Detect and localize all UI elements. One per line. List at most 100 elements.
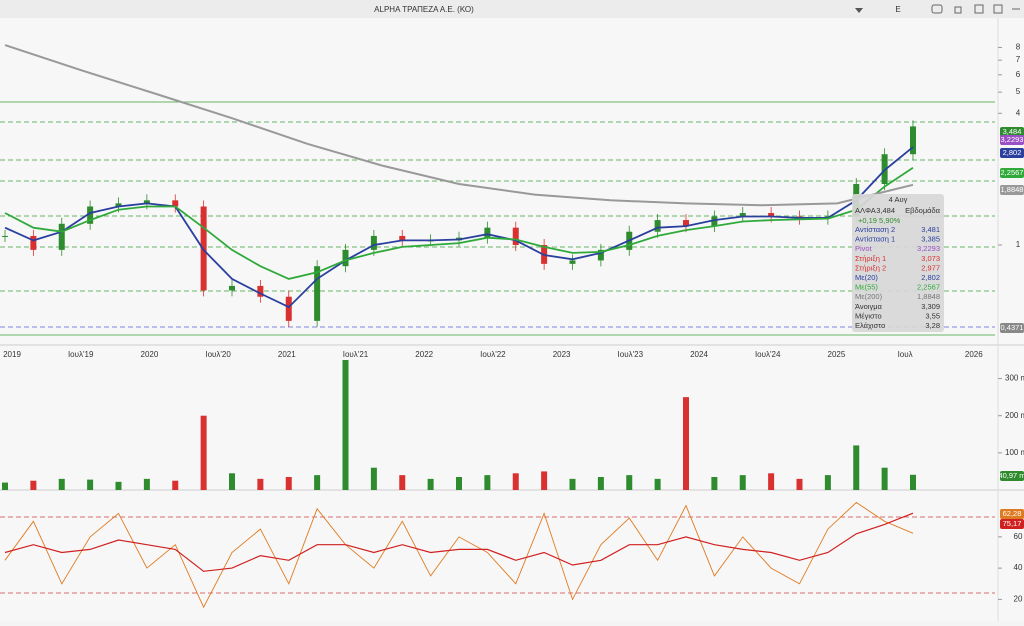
volume-bar bbox=[484, 475, 491, 490]
volume-bar bbox=[796, 478, 803, 490]
y-tick-label: 300 m bbox=[1005, 374, 1024, 383]
price-tag bbox=[1000, 323, 1024, 333]
info-row-label: Με(20) bbox=[855, 273, 878, 282]
price-tag-label: 1,8848 bbox=[1001, 185, 1024, 194]
x-tick-label: Ιουλ'22 bbox=[480, 350, 506, 359]
candle bbox=[512, 227, 519, 245]
info-row-value: 2,802 bbox=[921, 273, 940, 282]
volume-bar bbox=[768, 473, 775, 490]
volume-bar bbox=[881, 467, 888, 490]
candle bbox=[229, 285, 235, 291]
info-row-label: Αντίσταση 2 bbox=[855, 225, 895, 234]
price-tag-label: 0,4371 bbox=[1001, 323, 1024, 332]
info-row-label: Στήριξη 1 bbox=[855, 254, 886, 263]
x-tick-label: 2026 bbox=[965, 350, 983, 359]
share-icon[interactable] bbox=[974, 4, 984, 14]
x-tick-label: Ιουλ'21 bbox=[343, 350, 369, 359]
info-change: +0,19 5,90% bbox=[858, 216, 901, 225]
y-tick-label: 1 bbox=[1016, 240, 1021, 249]
info-row-value: 3,385 bbox=[921, 235, 940, 244]
volume-bar bbox=[257, 478, 264, 490]
candle bbox=[399, 235, 406, 241]
y-tick-label: 200 m bbox=[1005, 411, 1024, 420]
x-tick-label: 2019 bbox=[3, 350, 21, 359]
candle bbox=[484, 227, 491, 238]
window-title: ALPHA ΤΡΑΠΕΖΑ Α.Ε. (ΚΟ) bbox=[374, 5, 474, 14]
osc-line bbox=[4, 512, 914, 572]
info-row-label: Στήριξη 2 bbox=[855, 263, 886, 272]
title-bar bbox=[0, 0, 1024, 18]
y-tick-label: 20 bbox=[1014, 594, 1023, 603]
volume-bar bbox=[456, 477, 462, 490]
ma-line bbox=[4, 146, 914, 309]
candle bbox=[115, 203, 122, 207]
volume-bar bbox=[683, 397, 689, 490]
candle bbox=[910, 126, 916, 155]
info-price: 3,484 bbox=[876, 206, 895, 215]
volume-bar bbox=[87, 479, 94, 490]
info-row-label: Ελάχιστο bbox=[855, 321, 885, 330]
price-tag bbox=[1000, 168, 1024, 178]
info-row-value: 3,55 bbox=[925, 311, 940, 320]
price-tag-label: 3,2293 bbox=[1001, 135, 1024, 144]
x-tick-label: 2023 bbox=[553, 350, 571, 359]
restore-icon[interactable] bbox=[993, 4, 1003, 14]
info-row-value: 3,309 bbox=[921, 302, 940, 311]
dropdown-icon[interactable] bbox=[855, 8, 863, 13]
info-row-value: 1,8848 bbox=[917, 292, 940, 301]
candle bbox=[683, 220, 689, 227]
candle bbox=[2, 235, 8, 237]
candle bbox=[87, 206, 94, 224]
osc-tag-label: 62,28 bbox=[1003, 509, 1022, 518]
volume-bar bbox=[399, 475, 406, 490]
volume-bar bbox=[58, 478, 65, 490]
candle bbox=[143, 200, 150, 204]
candle bbox=[597, 249, 604, 261]
x-tick-label: 2021 bbox=[278, 350, 296, 359]
volume-tag-label: 40,97 m bbox=[998, 471, 1024, 480]
info-row-value: 3,28 bbox=[925, 321, 940, 330]
volume-bar bbox=[711, 477, 718, 490]
view-icon[interactable] bbox=[931, 4, 943, 14]
volume-bar bbox=[654, 478, 661, 490]
x-tick-label: 2024 bbox=[690, 350, 708, 359]
y-tick-label: 8 bbox=[1016, 43, 1021, 52]
candle bbox=[314, 266, 321, 321]
info-row-label: Pivot bbox=[855, 244, 873, 253]
volume-bar bbox=[910, 474, 916, 490]
volume-bar bbox=[2, 482, 8, 490]
candle bbox=[711, 216, 718, 227]
candle bbox=[30, 235, 37, 250]
x-tick-label: Ιουλ'20 bbox=[205, 350, 231, 359]
y-tick-label: 6 bbox=[1016, 70, 1021, 79]
volume-bar bbox=[143, 478, 150, 490]
info-row-label: Άνοιγμα bbox=[855, 302, 883, 311]
volume-bar bbox=[427, 478, 434, 490]
ma-line bbox=[4, 44, 914, 207]
x-tick-label: 2020 bbox=[141, 350, 159, 359]
volume-bar bbox=[285, 477, 292, 490]
osc-tag bbox=[1000, 519, 1024, 529]
volume-bar bbox=[597, 477, 604, 490]
candle bbox=[768, 213, 775, 217]
y-tick-label: 7 bbox=[1016, 55, 1021, 64]
volume-bar bbox=[853, 445, 860, 490]
candle bbox=[654, 220, 661, 232]
y-tick-label: 4 bbox=[1016, 108, 1021, 117]
osc-line bbox=[4, 501, 914, 609]
volume-tag bbox=[1000, 471, 1024, 481]
volume-bar bbox=[626, 475, 633, 490]
x-tick-label: Ιουλ'24 bbox=[755, 350, 781, 359]
candle bbox=[370, 235, 377, 250]
volume-bar bbox=[370, 467, 377, 490]
y-tick-label: 40 bbox=[1014, 563, 1023, 572]
x-tick-label: Ιουλ bbox=[898, 350, 913, 359]
info-row-value: 2,2567 bbox=[917, 283, 940, 292]
x-tick-label: Ιουλ'19 bbox=[68, 350, 94, 359]
volume-bar bbox=[115, 481, 122, 490]
price-tag-label: 2,802 bbox=[1003, 148, 1022, 157]
info-row-value: 3,2293 bbox=[917, 244, 940, 253]
lock-icon[interactable] bbox=[954, 6, 962, 14]
volume-bar bbox=[569, 478, 576, 490]
